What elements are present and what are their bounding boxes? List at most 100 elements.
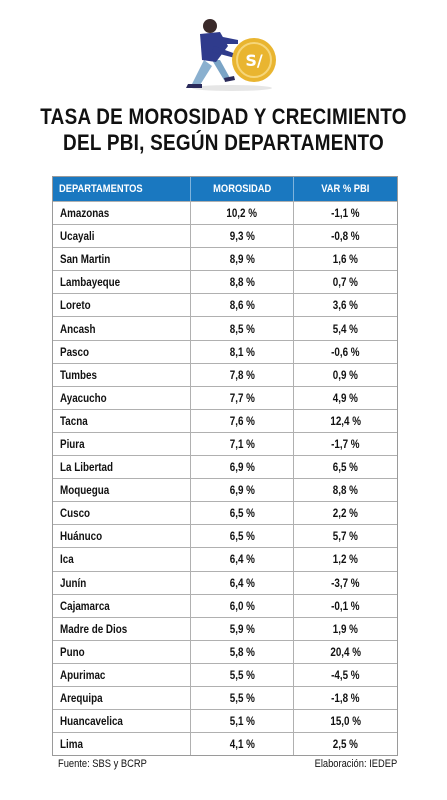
- table-row: Puno 5,8 % 20,4 %: [53, 639, 397, 663]
- var-pbi-cell: -0,8 %: [331, 229, 360, 244]
- title-line-1: TASA DE MOROSIDAD Y CRECIMIENTO: [40, 104, 407, 129]
- morosidad-cell: 5,9 %: [191, 617, 294, 640]
- var-pbi-cell: 6,5 %: [332, 460, 359, 475]
- department-cell: Ancash: [53, 317, 191, 340]
- morosidad-cell: 5,1 %: [191, 710, 294, 733]
- department-cell: Arequipa: [53, 686, 191, 710]
- column-header-departamentos: DEPARTAMENTOS: [53, 177, 191, 201]
- table-row: Ancash 8,5 % 5,4 %: [53, 316, 397, 340]
- morosidad-cell: 8,6 %: [191, 294, 294, 317]
- department-cell: Apurimac: [53, 663, 191, 686]
- table-body: Amazonas 10,2 % -1,1 % Ucayali 9,3 % -0,8 % Sa…: [53, 201, 397, 756]
- table-row: Ucayali 9,3 % -0,8 %: [53, 224, 397, 248]
- morosidad-cell: 6,0 %: [191, 594, 294, 617]
- morosidad-cell: 7,6 %: [191, 409, 294, 432]
- table-row: Lima 4,1 % 2,5 %: [53, 732, 397, 756]
- var-pbi-cell: 4,9 %: [332, 390, 359, 405]
- table-row: Madre de Dios 5,9 % 1,9 %: [53, 616, 397, 640]
- table-row: Arequipa 5,5 % -1,8 %: [53, 685, 397, 710]
- morosidad-cell: 5,8 %: [191, 640, 294, 663]
- department-cell: La Libertad: [53, 456, 191, 479]
- var-pbi-cell: 0,9 %: [332, 367, 359, 382]
- morosidad-cell: 6,9 %: [191, 479, 294, 502]
- table-row: Loreto 8,6 % 3,6 %: [53, 293, 397, 317]
- department-cell: Huancavelica: [53, 710, 191, 733]
- department-cell: Huánuco: [53, 525, 191, 548]
- var-pbi-cell: -0,1 %: [331, 598, 360, 613]
- department-cell: Ucayali: [53, 225, 191, 248]
- var-pbi-cell: 5,4 %: [332, 321, 359, 336]
- department-cell: Cajamarca: [53, 594, 191, 617]
- department-cell: Ica: [53, 548, 191, 571]
- morosidad-cell: 7,8 %: [191, 363, 294, 386]
- morosidad-cell: 8,5 %: [191, 317, 294, 340]
- var-pbi-cell: 1,6 %: [332, 252, 359, 267]
- department-cell: Tacna: [53, 409, 191, 432]
- column-header-var-pbi: VAR % PBI: [321, 183, 370, 195]
- var-pbi-cell: -1,1 %: [331, 206, 360, 221]
- var-pbi-cell: 12,4 %: [330, 413, 361, 428]
- morosidad-cell: 7,7 %: [191, 386, 294, 409]
- table-row: Tacna 7,6 % 12,4 %: [53, 408, 397, 432]
- table-row: Lambayeque 8,8 % 0,7 %: [53, 270, 397, 294]
- department-cell: Puno: [53, 640, 191, 663]
- table-header: DEPARTAMENTOS MOROSIDAD VAR % PBI: [53, 177, 397, 201]
- var-pbi-cell: 2,2 %: [332, 506, 359, 521]
- department-cell: Pasco: [53, 340, 191, 363]
- morosidad-cell: 6,5 %: [191, 502, 294, 525]
- page-title: TASA DE MOROSIDAD Y CRECIMIENTO DEL PBI,…: [31, 104, 415, 156]
- var-pbi-cell: 0,7 %: [332, 275, 359, 290]
- department-cell: Tumbes: [53, 363, 191, 386]
- table-row: Apurimac 5,5 % -4,5 %: [53, 662, 397, 686]
- table-row: Cusco 6,5 % 2,2 %: [53, 501, 397, 525]
- table-row: Cajamarca 6,0 % -0,1 %: [53, 593, 397, 617]
- morosidad-cell: 9,3 %: [191, 225, 294, 248]
- var-pbi-cell: -1,8 %: [331, 691, 360, 706]
- var-pbi-cell: 20,4 %: [330, 644, 361, 659]
- table-row: Pasco 8,1 % -0,6 %: [53, 339, 397, 363]
- morosidad-cell: 5,5 %: [191, 686, 294, 710]
- var-pbi-cell: 8,8 %: [332, 483, 359, 498]
- var-pbi-cell: 1,2 %: [332, 552, 359, 567]
- var-pbi-cell: 2,5 %: [332, 737, 359, 752]
- var-pbi-cell: 3,6 %: [332, 298, 359, 313]
- department-cell: Amazonas: [53, 202, 191, 225]
- table-row: San Martin 8,9 % 1,6 %: [53, 247, 397, 271]
- table-row: Moquegua 6,9 % 8,8 %: [53, 478, 397, 502]
- department-cell: Piura: [53, 432, 191, 456]
- person-pushing-coin-icon: S/: [186, 19, 276, 91]
- var-pbi-cell: -1,7 %: [331, 436, 360, 451]
- table-row: Piura 7,1 % -1,7 %: [53, 431, 397, 456]
- table-row: Amazonas 10,2 % -1,1 %: [53, 201, 397, 225]
- table-row: Huancavelica 5,1 % 15,0 %: [53, 709, 397, 733]
- morosidad-cell: 5,5 %: [191, 663, 294, 686]
- department-cell: San Martin: [53, 248, 191, 271]
- var-pbi-cell: -4,5 %: [331, 667, 360, 682]
- table-row: Huánuco 6,5 % 5,7 %: [53, 524, 397, 548]
- data-table: DEPARTAMENTOS MOROSIDAD VAR % PBI Amazon…: [52, 176, 398, 757]
- var-pbi-cell: -0,6 %: [331, 344, 360, 359]
- morosidad-cell: 8,1 %: [191, 340, 294, 363]
- var-pbi-cell: 1,9 %: [332, 621, 359, 636]
- department-cell: Lambayeque: [53, 271, 191, 294]
- morosidad-cell: 6,4 %: [191, 548, 294, 571]
- table-row: Junín 6,4 % -3,7 %: [53, 570, 397, 594]
- svg-text:S/: S/: [245, 51, 263, 70]
- morosidad-cell: 8,9 %: [191, 248, 294, 271]
- var-pbi-cell: 5,7 %: [332, 529, 359, 544]
- source-note: Fuente: SBS y BCRP: [58, 758, 147, 770]
- department-cell: Loreto: [53, 294, 191, 317]
- table-row: La Libertad 6,9 % 6,5 %: [53, 455, 397, 479]
- morosidad-cell: 6,4 %: [191, 571, 294, 594]
- table-row: Ayacucho 7,7 % 4,9 %: [53, 385, 397, 409]
- morosidad-cell: 7,1 %: [191, 432, 294, 456]
- credit-note: Elaboración: IEDEP: [314, 758, 397, 770]
- department-cell: Lima: [53, 733, 191, 756]
- department-cell: Ayacucho: [53, 386, 191, 409]
- department-cell: Junín: [53, 571, 191, 594]
- morosidad-cell: 6,9 %: [191, 456, 294, 479]
- morosidad-cell: 8,8 %: [191, 271, 294, 294]
- table-row: Ica 6,4 % 1,2 %: [53, 547, 397, 571]
- department-cell: Madre de Dios: [53, 617, 191, 640]
- column-header-morosidad: MOROSIDAD: [191, 177, 294, 201]
